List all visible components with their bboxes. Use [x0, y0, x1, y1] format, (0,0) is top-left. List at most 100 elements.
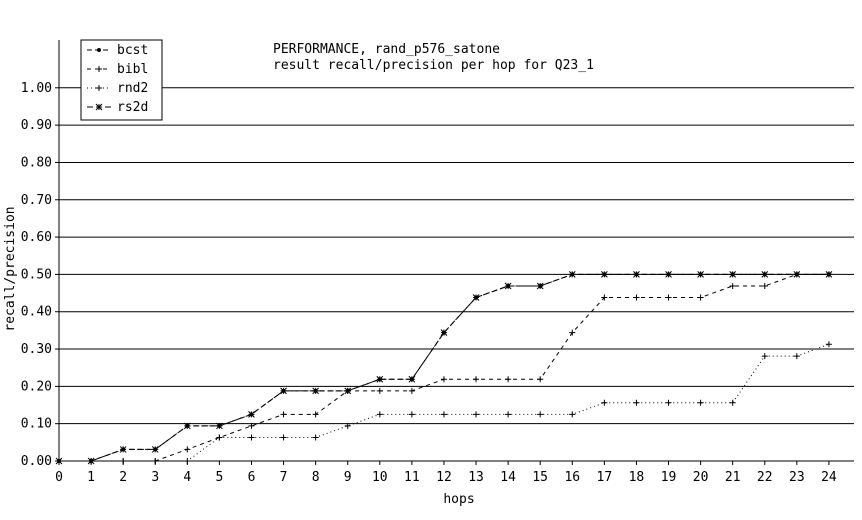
data-point [440, 329, 448, 336]
data-point [472, 294, 480, 301]
x-tick-label: 2 [119, 470, 127, 485]
grid [59, 87, 854, 425]
series-line [59, 343, 830, 462]
data-point [793, 271, 801, 278]
x-tick-label: 4 [183, 470, 191, 485]
data-point [376, 411, 383, 418]
x-tick-label: 8 [312, 470, 320, 485]
data-point [248, 422, 255, 429]
data-point [248, 434, 255, 441]
series-line [59, 273, 829, 462]
legend-item-rnd2: rnd2 [87, 81, 148, 96]
y-tick-label: 0.80 [21, 155, 52, 170]
y-tick-label: 0.50 [21, 267, 52, 282]
data-point [151, 446, 159, 453]
y-tick-label: 0.00 [21, 454, 52, 469]
data-point [376, 387, 383, 394]
data-point [633, 271, 640, 278]
data-point [152, 458, 159, 464]
y-tick-label: 0.20 [21, 379, 52, 394]
y-tick-label: 0.30 [21, 342, 52, 357]
x-tick-label: 11 [404, 470, 420, 485]
data-point [344, 422, 351, 429]
data-point [183, 422, 191, 430]
x-tick-label: 1 [87, 470, 95, 485]
data-point [633, 294, 640, 301]
x-tick-label: 0 [55, 470, 63, 485]
legend-item-rs2d: rs2d [87, 100, 148, 115]
data-point [440, 411, 447, 418]
x-tick-label: 7 [280, 470, 288, 485]
legend-label: rs2d [117, 100, 148, 115]
legend-marker [96, 85, 102, 91]
x-tick-label: 3 [151, 470, 159, 485]
y-tick-label: 1.00 [21, 81, 52, 96]
data-point [280, 434, 287, 441]
data-point [601, 399, 608, 406]
data-point [633, 399, 640, 406]
series-rs2d [55, 271, 833, 465]
legend-item-bcst: bcst [87, 43, 148, 58]
legend-box [80, 39, 163, 121]
data-point [729, 282, 736, 289]
y-tick-label: 0.10 [21, 417, 52, 432]
data-point [87, 457, 95, 465]
data-point [473, 376, 480, 383]
legend-marker [97, 48, 101, 52]
legend-label: rnd2 [117, 81, 148, 96]
data-point [729, 399, 736, 406]
y-axis-label: recall/precision [3, 206, 18, 331]
series-bcst [57, 272, 831, 463]
data-point [120, 458, 127, 464]
data-point [825, 341, 832, 348]
data-point [569, 411, 576, 418]
data-point [408, 411, 415, 418]
x-tick-label: 5 [215, 470, 223, 485]
data-point [216, 422, 223, 430]
data-point [665, 294, 672, 301]
x-tick-label: 21 [725, 470, 741, 485]
data-point [537, 376, 544, 383]
data-point [601, 294, 608, 301]
series-line [59, 273, 829, 462]
data-point [537, 411, 544, 418]
x-tick-label: 24 [821, 470, 837, 485]
data-point [376, 375, 384, 383]
x-tick-label: 12 [436, 470, 452, 485]
data-point [761, 271, 769, 278]
legend-label: bcst [117, 43, 148, 58]
chart-subtitle: result recall/precision per hop for Q23_… [273, 58, 594, 73]
data-point [184, 458, 191, 464]
data-point [119, 446, 127, 453]
series-line [59, 273, 829, 462]
x-tick-label: 17 [597, 470, 613, 485]
data-point [697, 399, 704, 406]
data-point [793, 353, 800, 360]
y-tick-label: 0.70 [21, 193, 52, 208]
legend-label: bibl [117, 62, 148, 77]
data-point [697, 294, 704, 301]
data-point [312, 411, 319, 418]
data-point [440, 376, 447, 383]
x-tick-label: 10 [372, 470, 388, 485]
data-point [505, 376, 512, 383]
data-point [408, 387, 415, 394]
y-tick-label: 0.40 [21, 305, 52, 320]
chart-title: PERFORMANCE, rand_p576_satone [273, 42, 500, 57]
data-point [761, 353, 768, 360]
x-tick-label: 6 [248, 470, 256, 485]
x-tick-label: 18 [629, 470, 645, 485]
x-tick-label: 19 [661, 470, 677, 485]
data-point [248, 410, 255, 418]
data-point [729, 271, 737, 278]
y-tick-label: 0.60 [21, 230, 52, 245]
data-point [280, 387, 287, 395]
data-point [568, 271, 576, 278]
x-axis-label: hops [443, 492, 474, 507]
axes: 0.00 0.10 0.20 0.30 0.40 0.50 0.60 0.70 0.80 0.90… [21, 40, 854, 485]
data-point [312, 387, 319, 395]
data-point [504, 282, 512, 290]
data-point [665, 399, 672, 406]
data-point [761, 282, 768, 289]
